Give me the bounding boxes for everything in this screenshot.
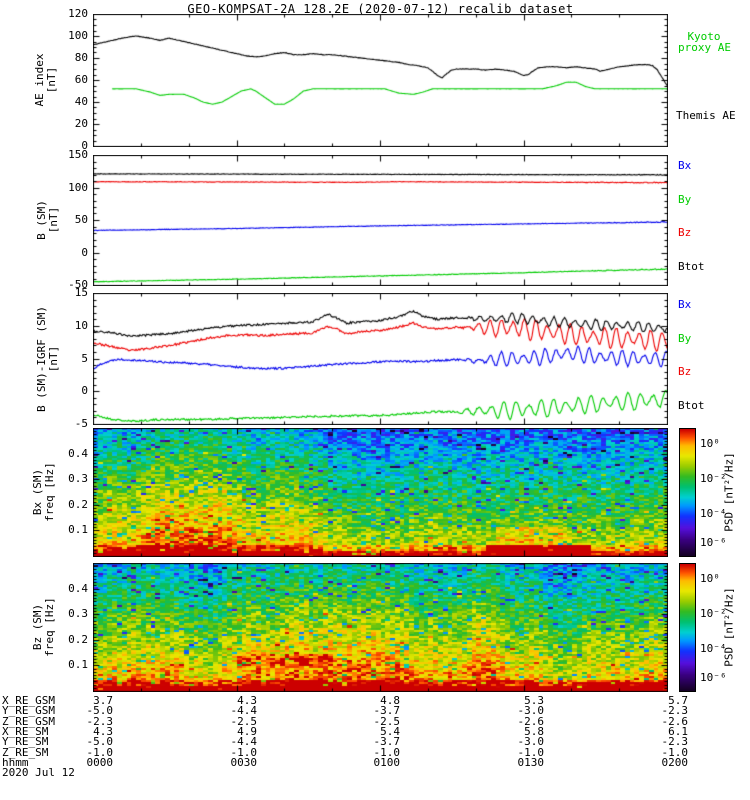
colorbar-tick-label: 10⁻⁴ (700, 641, 727, 655)
bz-spec-axis-title: Bz (SM) freq [Hz] (31, 597, 56, 657)
footer-value: 0200 (661, 755, 689, 769)
colorbar-tick-label: 10⁻⁶ (700, 536, 727, 550)
y-tick-label: 15 (74, 286, 88, 299)
footer-value: -2.3 (661, 704, 689, 718)
y-tick-label: 0 (81, 245, 88, 259)
y-tick-label: 0.3 (68, 607, 88, 621)
footer-value: -3.7 (373, 704, 401, 718)
legend-kyoto: Kyoto proxy AE (678, 30, 731, 54)
footer-value: -5.0 (86, 704, 114, 718)
footer-value: -1.0 (86, 745, 114, 759)
colorbar-bx (679, 428, 696, 557)
footer-value: -4.4 (230, 735, 258, 749)
date-label: 2020 Jul 12 (2, 766, 75, 779)
legend-bx: Bx (678, 159, 692, 172)
y-tick-label: 150 (68, 148, 88, 161)
footer-value: -4.4 (230, 704, 258, 718)
footer-value: -2.6 (517, 714, 545, 728)
colorbar-tick-label: 10⁰ (700, 571, 720, 585)
y-tick-label: 0.4 (68, 446, 88, 460)
y-tick-label: 10 (74, 318, 88, 332)
footer-value: 4.8 (380, 694, 400, 707)
footer-value: -3.0 (517, 704, 545, 718)
bz-spectrogram (93, 563, 668, 692)
footer-value: -5.0 (86, 735, 114, 749)
b-sm-igrf-plot (93, 293, 668, 425)
footer-row-label-x_re_gsm: X_RE_GSM (2, 694, 55, 707)
y-tick-label: 0 (81, 384, 88, 398)
footer-row-label-x_re_sm: X_RE_SM (2, 724, 49, 738)
y-tick-label: -50 (68, 278, 88, 291)
legend-bx: Bx (678, 298, 692, 311)
y-tick-label: 0.2 (68, 497, 88, 511)
footer-value: 5.3 (524, 694, 544, 707)
footer-row-label-y_re_sm: Y_RE_SM (2, 735, 49, 749)
colorbar-tick-label: 10⁰ (700, 436, 720, 450)
footer-value: 6.1 (668, 724, 688, 738)
b-sm-plot (93, 155, 668, 286)
footer-value: -3.0 (517, 735, 545, 749)
footer-value: 4.9 (237, 724, 257, 738)
footer-value: -2.6 (661, 714, 689, 728)
footer-value: -2.5 (373, 714, 401, 728)
footer-row-label-hhmm: hhmm (2, 755, 29, 769)
y-tick-label: -5 (74, 417, 88, 430)
y-tick-label: 0 (81, 139, 88, 152)
footer-value: 4.3 (93, 724, 113, 738)
y-tick-label: 0.1 (68, 658, 88, 672)
colorbar-tick-label: 10⁻² (700, 606, 727, 620)
colorbar-tick-label: 10⁻² (700, 471, 727, 485)
footer-value: -1.0 (373, 745, 401, 759)
footer-value: -1.0 (661, 745, 689, 759)
colorbar-bz (679, 563, 696, 692)
psd-colorbar-title-bx: PSD [nT²/Hz] (722, 452, 736, 532)
legend-themis-ae: Themis AE (676, 109, 736, 122)
footer-value: -1.0 (230, 745, 258, 759)
footer-value: 5.7 (668, 694, 688, 707)
bx-spec-axis-title: Bx (SM) freq [Hz] (31, 462, 56, 522)
footer-value: 0000 (86, 755, 114, 769)
y-tick-label: 100 (68, 180, 88, 194)
bx-spectrogram (93, 428, 668, 557)
footer-value: -2.3 (661, 735, 689, 749)
footer-value: 0100 (373, 755, 401, 769)
footer-value: 3.7 (93, 694, 113, 707)
legend-btot: Btot (678, 259, 705, 273)
page-title: GEO-KOMPSAT-2A 128.2E (2020-07-12) recal… (187, 2, 574, 16)
y-tick-label: 20 (74, 117, 88, 130)
y-tick-label: 0.4 (68, 581, 88, 595)
y-tick-label: 100 (68, 29, 88, 42)
y-tick-label: 0.2 (68, 632, 88, 646)
ae-index-plot (93, 14, 668, 147)
footer-row-label-z_re_sm: Z_RE_SM (2, 745, 49, 759)
y-tick-label: 40 (74, 95, 88, 108)
y-tick-label: 0.1 (68, 523, 88, 537)
legend-btot: Btot (678, 398, 705, 412)
footer-value: 5.8 (524, 724, 544, 738)
footer-value: -2.3 (86, 714, 114, 728)
footer-value: -2.5 (230, 714, 258, 728)
footer-value: 4.3 (237, 694, 257, 707)
legend-by: By (678, 331, 692, 345)
legend-bz: Bz (678, 365, 692, 378)
legend-bz: Bz (678, 226, 692, 239)
footer-value: 0030 (230, 755, 258, 769)
y-tick-label: 0.3 (68, 472, 88, 486)
psd-colorbar-title-bz: PSD [nT²/Hz] (722, 587, 736, 667)
legend-by: By (678, 192, 692, 206)
y-tick-label: 120 (68, 7, 88, 20)
y-tick-label: 5 (81, 351, 88, 365)
colorbar-tick-label: 10⁻⁴ (700, 506, 727, 520)
y-tick-label: 60 (74, 73, 88, 86)
footer-row-label-z_re_gsm: Z_RE_GSM (2, 714, 55, 728)
footer-value: -3.7 (373, 735, 401, 749)
colorbar-tick-label: 10⁻⁶ (700, 671, 727, 685)
footer-value: 0130 (517, 755, 545, 769)
footer-value: -1.0 (517, 745, 545, 759)
y-tick-label: 50 (74, 213, 88, 226)
y-tick-label: 80 (74, 51, 88, 64)
footer-row-label-y_re_gsm: Y_RE_GSM (2, 704, 55, 718)
footer-value: 5.4 (380, 724, 400, 738)
